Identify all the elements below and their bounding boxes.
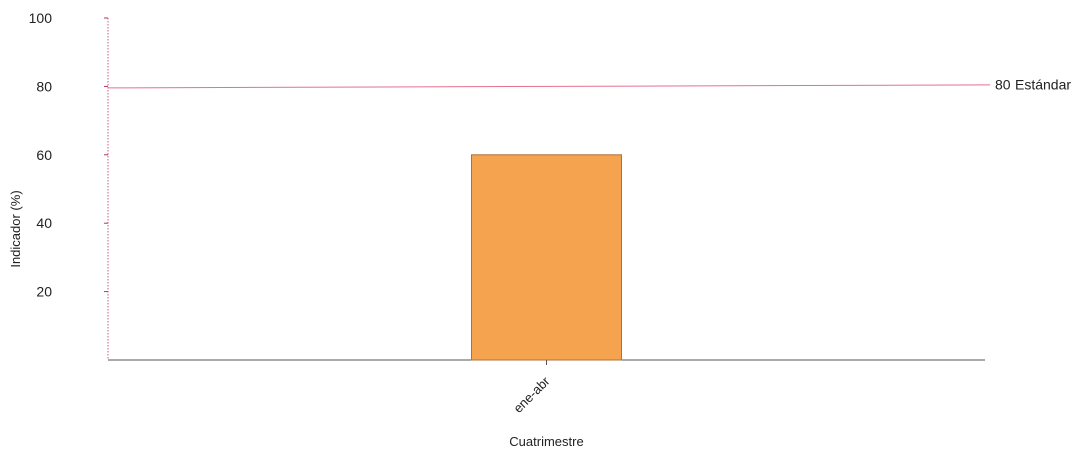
bar-ene-abr: [471, 154, 622, 361]
y-tick-label: 60: [36, 147, 52, 163]
y-tick-label: 80: [36, 78, 52, 94]
reference-line-label: Estándar: [1015, 76, 1071, 92]
y-tick-label: 40: [36, 215, 52, 231]
x-tick-label: ene-abr: [510, 373, 553, 416]
reference-line-value-label: 80: [995, 76, 1011, 92]
bars: [471, 154, 622, 361]
y-axis-label: Indicador (%): [8, 190, 23, 267]
y-axis-ticks: 20 40 60 80 100: [29, 10, 108, 300]
x-axis-ticks: ene-abr: [510, 360, 553, 416]
standard-reference-line: [107, 84, 991, 89]
y-tick-label: 20: [36, 284, 52, 300]
y-tick-label: 100: [29, 10, 53, 26]
x-axis-label: Cuatrimestre: [509, 434, 583, 449]
